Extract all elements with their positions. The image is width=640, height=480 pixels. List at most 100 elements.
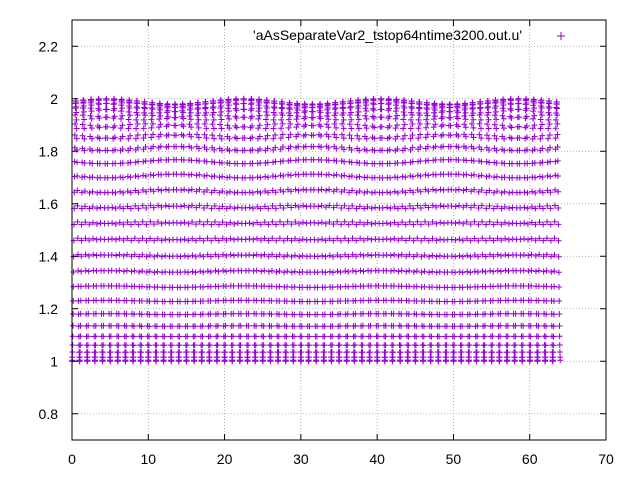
- data-point: [112, 236, 119, 243]
- data-point: [120, 268, 127, 275]
- data-point: [80, 103, 87, 110]
- data-point: [262, 173, 269, 180]
- data-point: [379, 204, 386, 211]
- data-point: [82, 219, 89, 226]
- data-point: [508, 124, 515, 131]
- data-point: [115, 310, 122, 317]
- data-point: [273, 221, 280, 228]
- data-point: [86, 205, 93, 212]
- data-point: [115, 342, 122, 349]
- data-point: [110, 107, 117, 114]
- data-point: [253, 322, 260, 329]
- data-point: [296, 253, 303, 260]
- data-point: [85, 310, 92, 317]
- data-point: [555, 221, 562, 228]
- data-point: [172, 122, 179, 129]
- data-point: [371, 115, 378, 122]
- data-point: [492, 108, 499, 115]
- data-point: [500, 108, 507, 115]
- data-point: [352, 310, 359, 317]
- data-point: [353, 205, 360, 212]
- data-point: [469, 104, 476, 111]
- data-point: [507, 123, 514, 130]
- data-point: [214, 322, 221, 329]
- data-point: [157, 156, 164, 163]
- data-point: [124, 188, 131, 195]
- data-point: [108, 310, 115, 317]
- data-point: [209, 132, 216, 139]
- data-point: [192, 298, 199, 305]
- data-point: [208, 189, 215, 196]
- data-point: [351, 349, 358, 356]
- data-point: [485, 146, 492, 153]
- data-point: [75, 267, 82, 274]
- data-point: [389, 354, 396, 361]
- data-point: [288, 269, 295, 276]
- data-point: [124, 251, 131, 258]
- data-point: [471, 235, 478, 242]
- data-point: [100, 322, 107, 329]
- data-point: [375, 297, 382, 304]
- data-point: [334, 252, 341, 259]
- data-point: [186, 121, 193, 128]
- data-point: [195, 134, 202, 141]
- data-point: [336, 349, 343, 356]
- data-point: [385, 100, 392, 107]
- data-point: [417, 131, 424, 138]
- data-point: [359, 349, 366, 356]
- data-point: [409, 173, 416, 180]
- data-point: [417, 157, 424, 164]
- data-point: [554, 131, 561, 138]
- data-point: [329, 333, 336, 340]
- data-point: [168, 333, 175, 340]
- data-point: [193, 188, 200, 195]
- data-point: [150, 143, 157, 150]
- data-point: [73, 116, 80, 123]
- data-point: [324, 113, 331, 120]
- data-point: [180, 115, 187, 122]
- data-point: [245, 333, 252, 340]
- data-point: [387, 220, 394, 227]
- data-point: [87, 112, 94, 119]
- data-point: [191, 354, 198, 361]
- x-tick-label: 0: [68, 451, 76, 467]
- data-point: [249, 160, 256, 167]
- data-point: [447, 156, 454, 163]
- data-point: [122, 349, 129, 356]
- data-point: [493, 173, 500, 180]
- data-point: [546, 121, 553, 128]
- data-point: [302, 113, 309, 120]
- data-point: [208, 221, 215, 228]
- data-point: [199, 298, 206, 305]
- data-point: [181, 219, 188, 226]
- data-point: [199, 354, 206, 361]
- data-point: [196, 202, 203, 209]
- data-point: [428, 311, 435, 318]
- data-point: [72, 121, 79, 128]
- data-point: [498, 237, 505, 244]
- data-point: [226, 125, 233, 132]
- data-point: [336, 342, 343, 349]
- data-point: [191, 342, 198, 349]
- data-point: [418, 269, 425, 276]
- data-point: [189, 252, 196, 259]
- data-point: [153, 349, 160, 356]
- y-tick-label: 0.8: [39, 406, 59, 422]
- data-point: [292, 235, 299, 242]
- data-point: [272, 205, 279, 212]
- data-point: [184, 269, 191, 276]
- data-point: [306, 311, 313, 318]
- data-point: [173, 143, 180, 150]
- data-point: [103, 100, 110, 107]
- data-point: [523, 122, 530, 129]
- data-point: [551, 283, 558, 290]
- data-point: [112, 189, 119, 196]
- data-point: [475, 188, 482, 195]
- data-point: [279, 105, 286, 112]
- data-point: [143, 253, 150, 260]
- data-point: [180, 123, 187, 130]
- data-point: [92, 354, 99, 361]
- data-point: [94, 189, 101, 196]
- data-point: [73, 146, 80, 153]
- data-point: [219, 188, 226, 195]
